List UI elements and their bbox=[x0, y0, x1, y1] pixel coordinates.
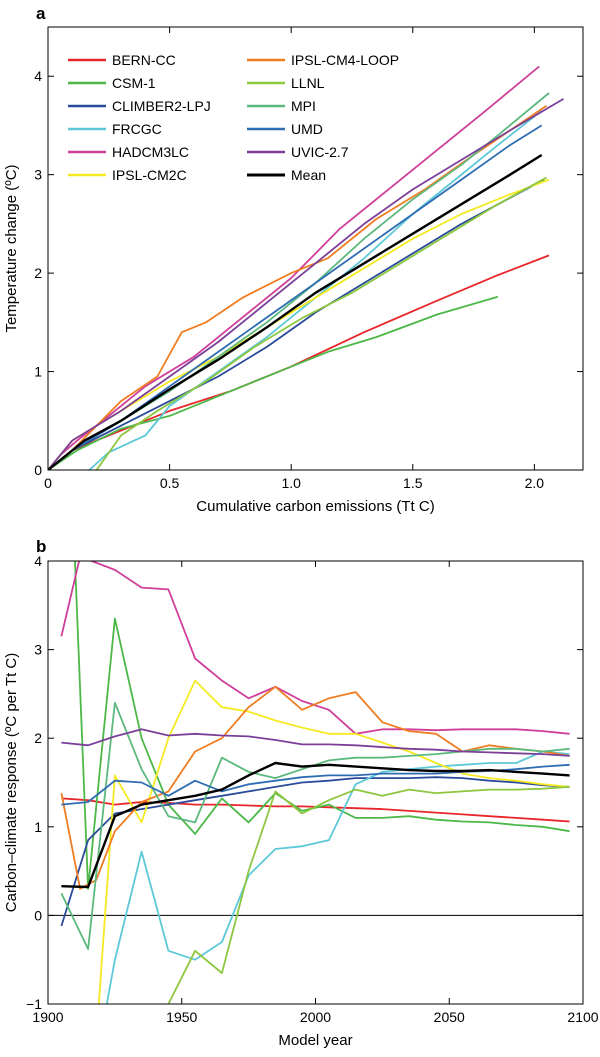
legend-item-bern-cc: BERN-CC bbox=[68, 52, 176, 68]
x-tick-label: 0.5 bbox=[160, 475, 180, 491]
legend-label: LLNL bbox=[291, 75, 325, 91]
y-tick-label: 3 bbox=[34, 642, 42, 658]
legend-item-umd: UMD bbox=[247, 121, 323, 137]
x-tick-label: 2000 bbox=[300, 1009, 331, 1025]
series-line-ipsl-cm2c bbox=[97, 679, 570, 1004]
x-tick-label: 0 bbox=[44, 475, 52, 491]
series-line-frcgc bbox=[88, 109, 543, 470]
series-line-climber2-lpj bbox=[60, 776, 570, 927]
legend-item-mean: Mean bbox=[247, 167, 326, 183]
series-line-bern-cc bbox=[48, 254, 550, 470]
legend-item-hadcm3lc: HADCM3LC bbox=[68, 144, 189, 160]
panel-a-y-axis-title: Temperature change (ºC) bbox=[3, 164, 20, 332]
y-tick-label: 4 bbox=[34, 68, 42, 84]
legend-item-uvic-2-7: UVIC-2.7 bbox=[247, 144, 349, 160]
legend-label: UVIC-2.7 bbox=[291, 144, 349, 160]
x-tick-label: 2.0 bbox=[525, 475, 545, 491]
panel-b-frame bbox=[47, 560, 584, 1005]
x-tick-label: 1950 bbox=[166, 1009, 197, 1025]
series-line-hadcm3lc bbox=[60, 561, 570, 735]
panel-a-label: a bbox=[36, 4, 46, 23]
series-line-ipsl-cm4-loop bbox=[48, 105, 548, 470]
legend-label: CLIMBER2-LPJ bbox=[112, 98, 211, 114]
legend-label: IPSL-CM4-LOOP bbox=[291, 52, 399, 68]
x-tick-label: 1.0 bbox=[281, 475, 301, 491]
series-line-hadcm3lc bbox=[48, 65, 540, 470]
series-line-climber2-lpj bbox=[48, 178, 545, 470]
panel-b-x-axis-title: Model year bbox=[278, 1032, 352, 1049]
legend-item-ipsl-cm2c: IPSL-CM2C bbox=[68, 167, 187, 183]
y-tick-label: 2 bbox=[34, 265, 42, 281]
y-tick-label: 4 bbox=[34, 553, 42, 569]
y-tick-label: 1 bbox=[34, 364, 42, 380]
panel-b-ticks: 1900 1950 2000 2050 2100 −1 0 1 2 3 4 bbox=[26, 553, 599, 1025]
legend: BERN-CC CSM-1 CLIMBER2-LPJ FRCGC HADCM3LC IPS… bbox=[68, 52, 399, 183]
legend-item-climber2-lpj: CLIMBER2-LPJ bbox=[68, 98, 211, 114]
x-tick-label: 2100 bbox=[567, 1009, 598, 1025]
panel-a: a 0 0.5 1.0 1.5 2.0 0 1 2 3 4 BERN-CC CSM-1 CLIMBER… bbox=[3, 4, 584, 515]
series-line-llnl bbox=[167, 786, 570, 1004]
series-line-ipsl-cm4-loop bbox=[60, 685, 570, 890]
y-tick-label: 1 bbox=[34, 819, 42, 835]
legend-label: MPI bbox=[291, 98, 316, 114]
legend-item-csm-1: CSM-1 bbox=[68, 75, 156, 91]
panel-b-series bbox=[60, 561, 570, 1004]
legend-item-mpi: MPI bbox=[247, 98, 316, 114]
panel-a-ticks: 0 0.5 1.0 1.5 2.0 0 1 2 3 4 bbox=[34, 27, 583, 491]
series-line-csm-1 bbox=[74, 561, 570, 890]
legend-label: CSM-1 bbox=[112, 75, 156, 91]
legend-label: Mean bbox=[291, 167, 326, 183]
series-line-csm-1 bbox=[48, 295, 499, 470]
legend-label: UMD bbox=[291, 121, 323, 137]
panel-a-frame bbox=[47, 26, 584, 471]
legend-label: HADCM3LC bbox=[112, 144, 189, 160]
series-line-uvic-2-7 bbox=[48, 98, 564, 470]
series-line-uvic-2-7 bbox=[61, 728, 570, 757]
series-line-frcgc bbox=[105, 750, 570, 1004]
legend-label: BERN-CC bbox=[112, 52, 176, 68]
panel-a-x-axis-title: Cumulative carbon emissions (Tt C) bbox=[196, 498, 434, 515]
y-tick-label: 2 bbox=[34, 730, 42, 746]
panel-b-y-axis-title: Carbon–climate response (ºC per Tt C) bbox=[3, 653, 20, 912]
legend-item-llnl: LLNL bbox=[247, 75, 325, 91]
panel-b: b 1900 1950 2000 2050 2100 −1 0 1 2 3 4 Model year… bbox=[3, 537, 599, 1049]
y-tick-label: 3 bbox=[34, 167, 42, 183]
y-tick-label: 0 bbox=[34, 462, 42, 478]
x-tick-label: 1.5 bbox=[403, 475, 423, 491]
series-line-mpi bbox=[60, 701, 570, 950]
x-tick-label: 2050 bbox=[434, 1009, 465, 1025]
legend-item-frcgc: FRCGC bbox=[68, 121, 162, 137]
panel-b-label: b bbox=[36, 537, 46, 556]
series-line-mean bbox=[61, 761, 570, 889]
panel-a-series bbox=[48, 65, 564, 470]
legend-label: FRCGC bbox=[112, 121, 162, 137]
series-line-llnl bbox=[95, 176, 547, 470]
y-tick-label: 0 bbox=[34, 907, 42, 923]
series-line-mean bbox=[48, 153, 543, 470]
y-tick-label: −1 bbox=[26, 996, 42, 1012]
x-tick-label: 1900 bbox=[32, 1009, 63, 1025]
legend-item-ipsl-cm4-loop: IPSL-CM4-LOOP bbox=[247, 52, 399, 68]
legend-label: IPSL-CM2C bbox=[112, 167, 187, 183]
